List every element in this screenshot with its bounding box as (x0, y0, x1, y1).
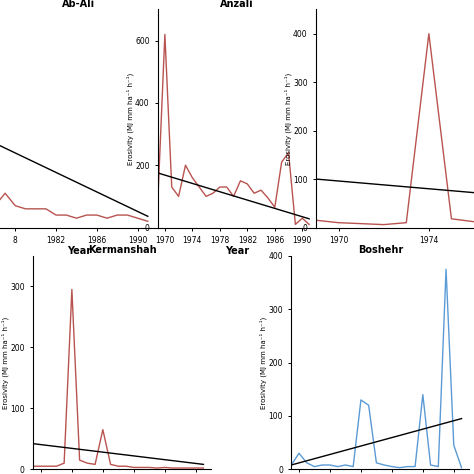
X-axis label: Year: Year (67, 246, 91, 256)
Title: Anzali: Anzali (220, 0, 254, 9)
Y-axis label: Erosivity (MJ mm ha⁻¹ h⁻¹): Erosivity (MJ mm ha⁻¹ h⁻¹) (126, 73, 134, 164)
X-axis label: Year: Year (225, 246, 249, 256)
Title: Kermanshah: Kermanshah (88, 245, 156, 255)
Y-axis label: Erosivity (MJ mm ha⁻¹ h⁻¹): Erosivity (MJ mm ha⁻¹ h⁻¹) (259, 317, 267, 409)
Title: Boshehr: Boshehr (358, 245, 403, 255)
Y-axis label: Erosivity (MJ mm ha⁻¹ h⁻¹): Erosivity (MJ mm ha⁻¹ h⁻¹) (284, 73, 292, 164)
Title: Ab-Ali: Ab-Ali (63, 0, 96, 9)
Y-axis label: Erosivity (MJ mm ha⁻¹ h⁻¹): Erosivity (MJ mm ha⁻¹ h⁻¹) (1, 317, 9, 409)
